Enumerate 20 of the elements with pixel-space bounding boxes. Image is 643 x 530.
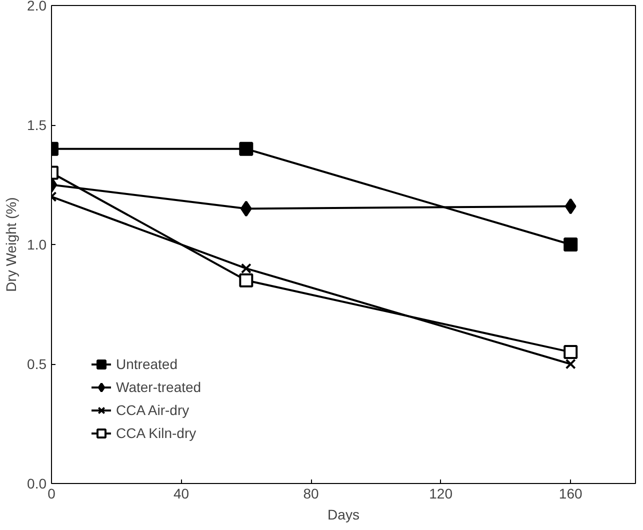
point bbox=[564, 198, 576, 214]
point bbox=[564, 345, 578, 360]
x-tick-label: 160 bbox=[558, 486, 583, 502]
y-tick-label: 0.5 bbox=[27, 356, 47, 372]
x-tick-label: 80 bbox=[303, 486, 320, 502]
legend-label: CCA Kiln-dry bbox=[116, 425, 196, 441]
x-tick-label: 120 bbox=[429, 486, 453, 502]
y-tick-label: 1.5 bbox=[27, 117, 47, 133]
x-axis-title: Days bbox=[328, 506, 360, 522]
legend-label: Untreated bbox=[116, 356, 178, 372]
y-tick-label: 0.0 bbox=[27, 476, 47, 492]
y-tick-label: 1.0 bbox=[27, 236, 47, 252]
x-tick-label: 0 bbox=[48, 486, 56, 502]
x-tick-label: 40 bbox=[173, 486, 190, 502]
point bbox=[565, 358, 576, 370]
point bbox=[564, 238, 578, 252]
y-axis-title: Dry Weight (%) bbox=[3, 197, 20, 292]
legend-label: CCA Air-dry bbox=[116, 402, 190, 418]
legend-label: Water-treated bbox=[116, 379, 202, 395]
y-tick-label: 2.0 bbox=[27, 0, 47, 14]
